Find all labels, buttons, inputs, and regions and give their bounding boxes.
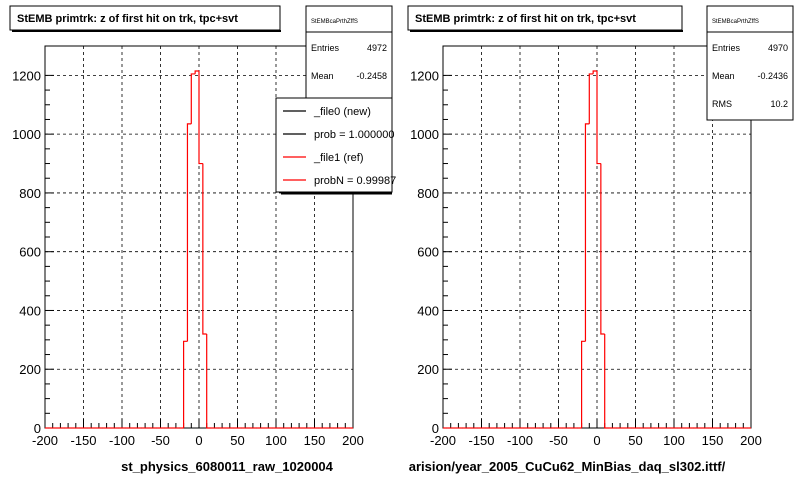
histogram-series-1 xyxy=(45,70,353,429)
y-tick-label: 1200 xyxy=(12,68,41,83)
histogram-bin xyxy=(588,73,594,124)
histogram-bin xyxy=(183,340,188,428)
stats-label: RMS xyxy=(712,99,732,109)
legend: _file0 (new) prob = 1.000000 _file1 (ref) p… xyxy=(275,97,396,195)
y-tick-label: 600 xyxy=(19,245,41,260)
stats-value: -0.2436 xyxy=(757,71,788,81)
histogram-bin xyxy=(604,333,609,429)
stats-label: Entries xyxy=(311,43,340,53)
y-tick-label: 1200 xyxy=(410,68,439,83)
histogram-bin xyxy=(206,333,211,429)
x-tick-label: 50 xyxy=(230,433,244,448)
title-box xyxy=(407,5,683,31)
legend-label: prob = 1.000000 xyxy=(314,129,394,141)
x-tick-label: 0 xyxy=(195,433,202,448)
stats-name: StEMBcaPrthZffS xyxy=(712,19,759,25)
stats-box xyxy=(305,5,393,103)
y-tick-label: 200 xyxy=(417,362,439,377)
histogram-bin xyxy=(584,123,590,342)
histogram-bin xyxy=(202,163,207,335)
x-axis-label: st_physics_6080011_raw_1020004 xyxy=(121,459,334,474)
y-tick-label: 0 xyxy=(34,421,41,436)
histogram-panel-1: -200 -150 -100 -50 0 50 100 150 200 0 200 400 600 800… xyxy=(9,5,396,474)
stats-value: 10.2 xyxy=(770,99,788,109)
x-tick-label: -200 xyxy=(32,433,58,448)
y-tick-label: 0 xyxy=(432,421,439,436)
legend-label: _file0 (new) xyxy=(313,106,371,118)
stats-value: 4970 xyxy=(768,43,788,53)
legend-label: probN = 0.99987 xyxy=(314,175,396,187)
x-tick-label: -100 xyxy=(507,433,533,448)
histogram-series-1 xyxy=(443,70,751,429)
y-tick-label: 1000 xyxy=(12,127,41,142)
stats-value: 4972 xyxy=(367,43,387,53)
stats-label: Entries xyxy=(712,43,741,53)
histogram-bin xyxy=(186,123,192,342)
histogram-bin xyxy=(190,73,196,124)
histogram-panel-2: -200 -150 -100 -50 0 50 100 150 200 0 200 400 600 800… xyxy=(407,5,794,474)
x-tick-label: 150 xyxy=(304,433,326,448)
histogram-bin xyxy=(194,70,199,74)
histogram-bin xyxy=(198,70,203,165)
x-tick-label: 50 xyxy=(628,433,642,448)
x-tick-label: -200 xyxy=(430,433,456,448)
stats-name: StEMBcaPrthZffS xyxy=(311,19,358,25)
y-tick-label: 400 xyxy=(417,303,439,318)
x-tick-label: -150 xyxy=(70,433,96,448)
x-axis-label: arision/year_2005_CuCu62_MinBias_daq_sl3… xyxy=(409,459,726,474)
y-tick-label: 1000 xyxy=(410,127,439,142)
y-tick-label: 400 xyxy=(19,303,41,318)
x-tick-label: 0 xyxy=(593,433,600,448)
x-tick-label: 200 xyxy=(342,433,364,448)
y-tick-label: 800 xyxy=(417,186,439,201)
histogram-bin xyxy=(592,70,597,74)
chart-title: StEMB primtrk: z of first hit on trk, tp… xyxy=(17,13,238,25)
x-tick-label: 100 xyxy=(265,433,287,448)
stats-label: Mean xyxy=(311,71,334,81)
y-tick-label: 200 xyxy=(19,362,41,377)
stats-box xyxy=(706,5,794,121)
x-tick-label: 200 xyxy=(740,433,762,448)
histogram-bin xyxy=(600,163,605,335)
y-tick-label: 600 xyxy=(417,245,439,260)
chart-title: StEMB primtrk: z of first hit on trk, tp… xyxy=(415,13,636,25)
x-tick-label: 100 xyxy=(663,433,685,448)
x-tick-label: -50 xyxy=(151,433,170,448)
histogram-bin xyxy=(596,70,601,165)
legend-label: _file1 (ref) xyxy=(313,152,364,164)
x-tick-label: -100 xyxy=(109,433,135,448)
x-tick-label: -150 xyxy=(468,433,494,448)
x-tick-label: -50 xyxy=(549,433,568,448)
histogram-bin xyxy=(581,340,586,428)
stats-value: -0.2458 xyxy=(356,71,387,81)
x-tick-label: 150 xyxy=(702,433,724,448)
stats-label: Mean xyxy=(712,71,735,81)
y-tick-label: 800 xyxy=(19,186,41,201)
